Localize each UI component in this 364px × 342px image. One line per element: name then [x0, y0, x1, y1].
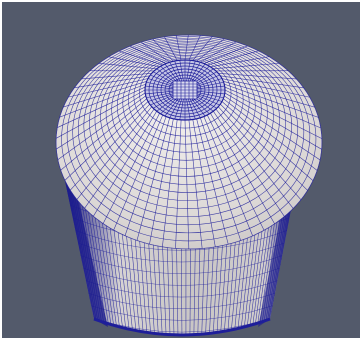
cap-radial-edge [203, 116, 256, 242]
cap-radial-edge [200, 37, 243, 63]
cap-radial-edge [224, 83, 322, 121]
cap-radial-edge [65, 75, 150, 90]
cap-radial-edge [215, 108, 298, 214]
cap-radial-edge [210, 54, 278, 68]
hub-radial-edge [174, 60, 184, 85]
cap-radial-edge [203, 42, 255, 64]
cap-radial-edge [59, 78, 149, 100]
cap-radial-edge [210, 113, 278, 229]
cap-radial-edge [89, 111, 157, 222]
cap-radial-edge [72, 106, 152, 205]
cap-radial-edge [221, 101, 319, 186]
hub-radial-edge [192, 81, 224, 89]
cap-radial-edge [80, 108, 155, 214]
cap-radial-edge [175, 119, 182, 249]
cap-radial-edge [213, 62, 288, 70]
cap-radial-edge [196, 118, 230, 249]
cap-radial-edge [111, 48, 163, 66]
cap-radial-edge [100, 54, 160, 68]
cap-radial-edge [56, 81, 147, 110]
cap-radial-edge [184, 35, 190, 61]
hub-radial-edge [179, 60, 185, 85]
cap-radial-edge [65, 103, 150, 196]
side-ring-edge [84, 280, 279, 298]
side-ring-edge [89, 305, 275, 321]
cap-radial-edge [223, 98, 322, 175]
cap-radial-edge [188, 119, 203, 249]
cap-radial-edge [192, 119, 217, 249]
top-hub-ring [144, 59, 226, 121]
hub-radial-edge [185, 95, 191, 120]
cap-radial-edge [206, 114, 267, 236]
hub-center-grid [172, 80, 198, 100]
cap-radial-edge [224, 89, 322, 143]
cap-mesh-lines [56, 35, 322, 249]
cap-radial-edge [56, 89, 146, 143]
cap-radial-edge [135, 117, 170, 246]
cap-radial-edge [221, 78, 319, 100]
hub-radial-edge [146, 81, 178, 89]
cap-radial-edge [224, 95, 322, 165]
cap-radial-edge [161, 119, 178, 249]
side-ring-edge [75, 230, 288, 251]
hub-radial-edge [192, 91, 224, 99]
cap-radial-edge [218, 73, 306, 80]
3d-render-view[interactable] [2, 2, 360, 338]
cap-outer-rim [55, 34, 323, 250]
hub-radial-edge [185, 60, 191, 85]
cap-radial-edge [200, 117, 243, 246]
hub-radial-edge [145, 85, 178, 90]
cap-radial-edge [148, 118, 174, 249]
cap-radial-edge [56, 98, 147, 175]
hub-radial-edge [146, 91, 178, 99]
cap-radial-edge [56, 86, 146, 132]
cap-radial-edge [56, 83, 146, 121]
cap-radial-edge [218, 106, 306, 205]
side-ring-edge [79, 255, 283, 274]
side-ring-edge [86, 292, 277, 309]
cap-radial-edge [220, 103, 313, 196]
cap-radial-edge [111, 114, 164, 236]
cap-radial-edge [224, 86, 322, 132]
cap-radial-edge [122, 116, 167, 242]
cap-radial-edge [213, 111, 288, 222]
cap-radial-edge [59, 101, 149, 186]
cap-radial-edge [224, 92, 322, 154]
cap-radial-edge [72, 73, 152, 80]
cap-radial-edge [100, 113, 160, 229]
side-ring-edge [77, 242, 286, 263]
hub-radial-edge [192, 90, 225, 95]
cap-radial-edge [223, 81, 322, 110]
cap-radial-edge [184, 119, 190, 249]
cap-radial-edge [56, 92, 146, 154]
conical-top-cap [55, 34, 323, 250]
side-ring-edge [82, 267, 281, 286]
mesh-scene[interactable] [2, 2, 360, 338]
bottom-rim-edge [93, 317, 271, 337]
left-silhouette-shade [59, 152, 108, 327]
hub-radial-edge [174, 95, 184, 120]
hub-radial-edge [192, 85, 225, 90]
cap-radial-edge [56, 95, 146, 165]
cap-radial-edge [220, 75, 313, 90]
cap-radial-edge [207, 48, 267, 66]
hub-radial-edge [179, 95, 185, 120]
hub-radial-edge [186, 95, 196, 120]
hub-radial-edge [145, 90, 178, 95]
cap-radial-edge [90, 62, 157, 70]
hub-radial-edge [186, 60, 196, 85]
